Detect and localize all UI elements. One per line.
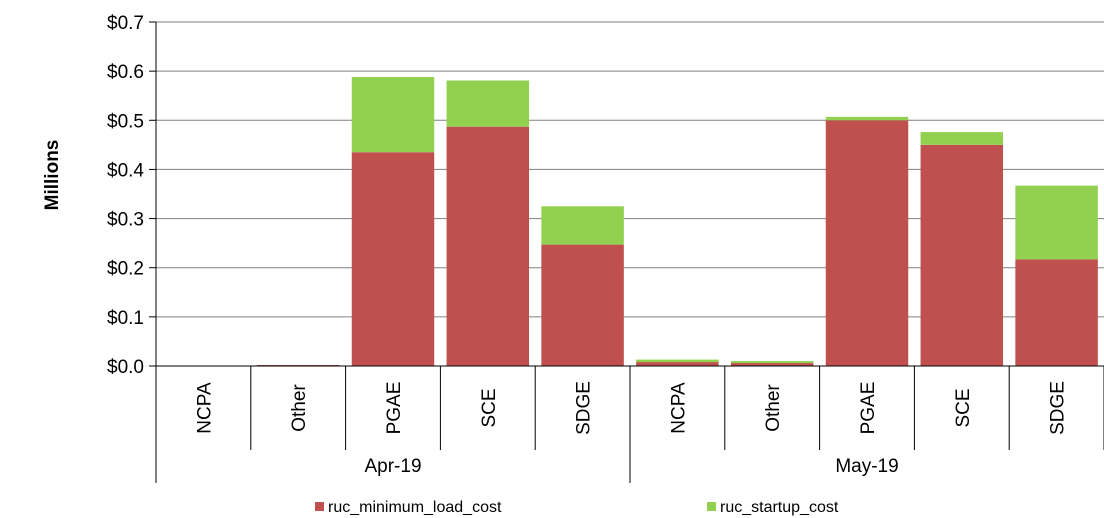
bar-segment [730, 363, 814, 366]
y-tick-label: $0.3 [107, 210, 144, 231]
category-label: SDGE [574, 381, 595, 435]
bar-segment [920, 132, 1004, 145]
y-tick-label: $0.2 [107, 259, 144, 280]
bar-segment [446, 126, 530, 366]
bar-segment [825, 116, 909, 121]
category-label: SDGE [1048, 381, 1069, 435]
category-label: NCPA [668, 382, 689, 434]
legend-swatch [315, 502, 324, 511]
category-label: PGAE [384, 382, 405, 435]
legend-swatch [707, 502, 716, 511]
category-label: NCPA [194, 382, 215, 434]
bar-segment [446, 80, 530, 127]
legend: ruc_minimum_load_cost ruc_startup_cost [315, 499, 839, 516]
legend-label: ruc_minimum_load_cost [328, 499, 502, 516]
bar-segment [636, 359, 719, 363]
category-label: SCE [953, 388, 974, 427]
category-label: Other [763, 384, 784, 432]
labels: $0.0 $0.1 $0.2 $0.3 $0.4 $0.5 $0.6 $0.7 NCPA Othe… [107, 13, 1069, 477]
bar-segment [351, 77, 435, 153]
y-tick-label: $0.4 [107, 160, 144, 181]
bar-segment [541, 206, 624, 245]
y-tick-label: $0.6 [107, 62, 144, 83]
y-tick-label: $0.1 [107, 308, 144, 329]
gridlines [156, 21, 1104, 318]
bars [256, 77, 1098, 367]
category-label: SCE [479, 388, 500, 427]
bar-segment [1015, 259, 1098, 366]
bar-segment [541, 244, 624, 366]
group-label: May-19 [835, 456, 898, 477]
y-tick-label: $0.5 [107, 111, 144, 132]
y-tick-label: $0.7 [107, 13, 144, 34]
bar-segment [351, 152, 435, 366]
legend-label: ruc_startup_cost [720, 499, 839, 516]
group-label: Apr-19 [364, 456, 421, 477]
bar-segment [1015, 185, 1098, 260]
bar-segment [730, 361, 814, 364]
axes [149, 21, 1104, 483]
bar-segment [920, 144, 1004, 366]
bar-segment [636, 362, 719, 366]
y-axis-label: Millions [42, 140, 63, 211]
y-tick-label: $0.0 [107, 357, 144, 378]
category-label: Other [289, 384, 310, 432]
category-label: PGAE [858, 382, 879, 435]
bar-segment [825, 120, 909, 367]
